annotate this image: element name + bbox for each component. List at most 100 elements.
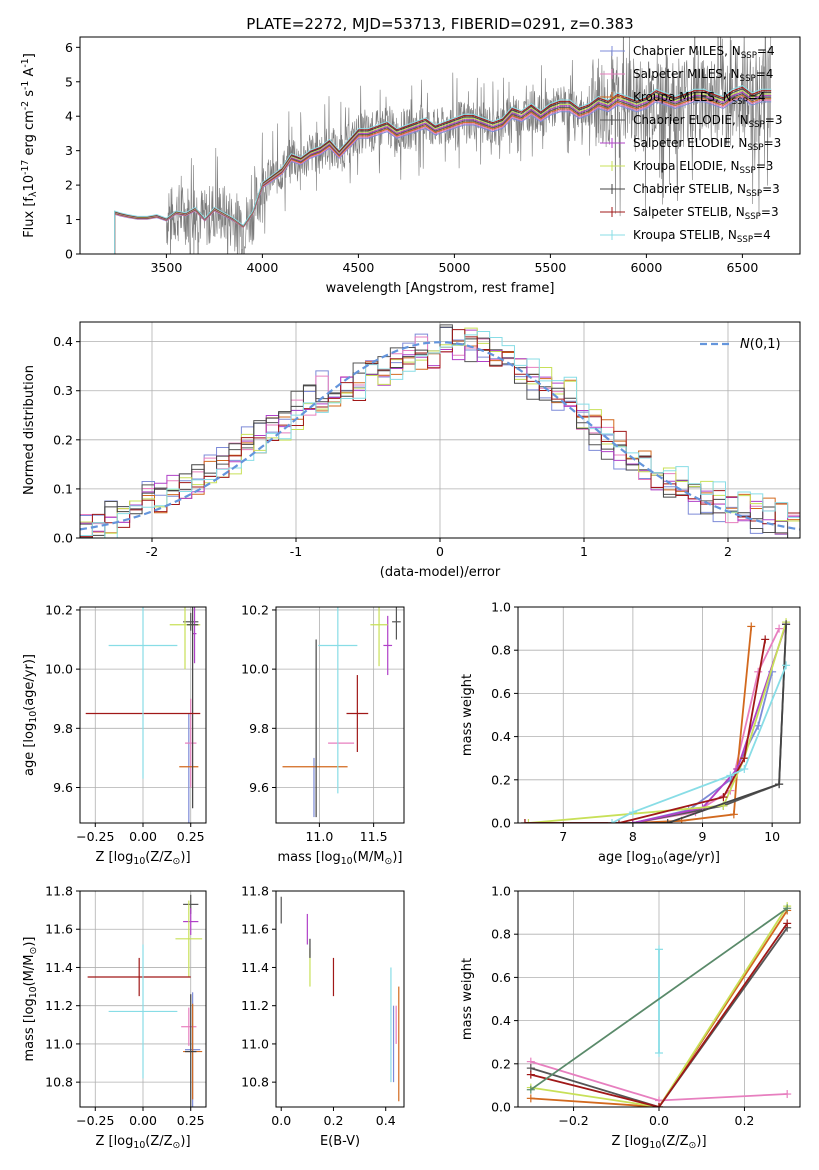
x-tick-label: 1	[580, 544, 588, 559]
marker-salpeter-stelib	[719, 793, 728, 802]
y-tick-label: 0.1	[53, 481, 73, 496]
plot-area	[526, 902, 792, 1107]
x-tick-label: 0.2	[735, 1113, 755, 1128]
marker-salpeter-stelib	[740, 754, 749, 763]
y-tick-label: 11.4	[241, 960, 269, 975]
x-tick-label: 0.2	[324, 1113, 344, 1128]
y-tick-label: 9.6	[249, 780, 269, 795]
x-axis-label: Z [log10(Z/Z⊙)]	[611, 1134, 706, 1151]
x-tick-label: 0.4	[376, 1113, 396, 1128]
y-axis-label: age [log10(age/yr)]	[22, 654, 39, 776]
x-tick-label: 0.00	[129, 1113, 157, 1128]
marker-salpeter-stelib	[655, 1103, 663, 1107]
errorbar-kroupa-stelib	[108, 944, 178, 1079]
x-axis-label: E(B-V)	[320, 1134, 360, 1149]
errorbar-salpeter-miles	[185, 698, 197, 788]
cumulative-line-chabrier-stelib	[525, 624, 787, 823]
legend-label-kroupa-stelib: Kroupa STELIB, NSSP=4	[633, 228, 771, 245]
x-axis-label: age [log10(age/yr)]	[598, 850, 720, 867]
hist-step-kroupa-stelib	[80, 330, 800, 538]
y-axis-label: mass [log10(M/M⊙)]	[22, 937, 39, 1062]
errorbar-chabrier-stelib	[186, 607, 199, 809]
legend-label-gaussian: N(0,1)	[740, 337, 781, 352]
y-tick-label: 3	[65, 143, 73, 158]
x-tick-label: 4000	[246, 260, 278, 275]
y-tick-label: 11.6	[241, 922, 269, 937]
cumulative-line-salpeter-elodie	[632, 624, 787, 823]
y-tick-label: 4	[65, 109, 73, 124]
legend-label-salpeter-miles: Salpeter MILES, NSSP=4	[633, 67, 773, 84]
errorbar-salpeter-stelib	[87, 957, 191, 997]
panel-residuals: N(0,1) -2 -1 0 1 2 0.0 0.1 0.2 0.3 0.4 (data-model)…	[22, 321, 801, 580]
x-tick-label: −0.25	[76, 829, 114, 844]
marker-kroupa-stelib	[655, 945, 663, 954]
errorbar-kroupa-stelib	[318, 607, 358, 794]
x-tick-label: 5500	[534, 260, 566, 275]
errorbar-salpeter-elodie	[183, 908, 199, 935]
marker-kroupa-miles	[747, 622, 756, 631]
x-tick-label: -1	[290, 544, 302, 559]
x-tick-label: 0.25	[177, 1113, 205, 1128]
y-tick-label: 1	[65, 212, 73, 227]
errorbar-kroupa-stelib	[108, 607, 178, 779]
y-tick-label: 1.0	[491, 884, 511, 899]
x-tick-label: 11.0	[305, 829, 333, 844]
x-tick-label: 5000	[438, 260, 470, 275]
y-tick-label: 0.6	[491, 686, 511, 701]
y-tick-label: 10.2	[45, 602, 73, 617]
y-tick-label: 0.3	[53, 383, 73, 398]
marker-salpeter-miles	[775, 624, 784, 633]
x-tick-label: 4500	[342, 260, 374, 275]
marker-extra	[783, 904, 792, 913]
panel-age-vs-z: −0.25 0.00 0.25 9.6 9.8 10.0 10.2 Z [log10(Z/Z⊙…	[22, 602, 207, 867]
y-tick-label: 11.2	[241, 998, 269, 1013]
y-tick-label: 0.0	[53, 531, 73, 546]
errorbar-kroupa-elodie	[370, 607, 388, 667]
panel-mass-vs-z: −0.25 0.00 0.25 10.8 11.0 11.2 11.4 11.6 11.8 Z […	[22, 884, 207, 1151]
errorbar-kroupa-elodie	[175, 900, 203, 978]
x-tick-label: 0.00	[129, 829, 157, 844]
y-tick-label: 11.6	[45, 922, 73, 937]
panel-cum-mass-weight-age: 7 8 9 10 0.0 0.2 0.4 0.6 0.8 1.0 age [log10(age/yr…	[460, 600, 801, 867]
x-axis-label: Z [log10(Z/Z⊙)]	[95, 1134, 190, 1151]
y-tick-label: 10.8	[241, 1075, 269, 1090]
cumulative-line-extra	[530, 907, 788, 1091]
y-tick-label: 0.0	[491, 816, 511, 831]
plot-area	[114, 37, 772, 254]
marker-kroupa-stelib	[782, 661, 791, 670]
errorbar-chabrier-stelib	[185, 994, 197, 1107]
y-tick-label: 11.4	[45, 960, 73, 975]
legend-label-salpeter-stelib: Salpeter STELIB, NSSP=3	[633, 205, 779, 222]
legend-label-chabrier-elodie: Chabrier ELODIE, NSSP=3	[633, 113, 782, 130]
errorbar-chabrier-elodie	[392, 607, 401, 640]
y-tick-label: 2	[65, 178, 73, 193]
errorbar-chabrier-elodie	[183, 612, 199, 631]
panel-age-vs-mass: 11.0 11.5 9.6 9.8 10.0 10.2 mass [log10(M/M⊙)]	[241, 602, 405, 867]
marker-chabrier-stelib	[663, 819, 672, 823]
x-tick-label: 6500	[726, 260, 758, 275]
y-tick-label: 9.8	[249, 721, 269, 736]
x-tick-label: 7	[559, 829, 567, 844]
y-axis-label: Flux [fλ10-17 erg cm-2 s-1 A-1]	[20, 53, 39, 238]
marker-salpeter-miles	[783, 1090, 792, 1099]
x-tick-label: −0.2	[558, 1113, 588, 1128]
y-tick-label: 0.4	[491, 729, 511, 744]
model-line-kroupa-stelib	[114, 85, 772, 254]
cumulative-line-salpeter-stelib	[525, 639, 767, 823]
marker-kroupa-stelib	[608, 819, 616, 823]
axes-frame	[517, 606, 801, 824]
figure-title: PLATE=2272, MJD=53713, FIBERID=0291, z=0…	[246, 15, 633, 33]
y-axis-label: mass weight	[460, 958, 475, 1040]
y-tick-label: 0.6	[491, 970, 511, 985]
errorbar-salpeter-elodie	[383, 615, 393, 676]
y-tick-label: 10.2	[241, 602, 269, 617]
x-tick-label: 0.0	[649, 1113, 669, 1128]
y-tick-label: 0	[65, 247, 73, 262]
y-tick-label: 11.8	[45, 884, 73, 899]
y-tick-label: 1.0	[491, 600, 511, 615]
y-tick-label: 10.0	[45, 662, 73, 677]
legend: N(0,1)	[700, 337, 781, 352]
x-tick-label: 11.5	[360, 829, 388, 844]
marker-kroupa-elodie	[524, 819, 533, 823]
x-axis-label: Z [log10(Z/Z⊙)]	[95, 850, 190, 867]
